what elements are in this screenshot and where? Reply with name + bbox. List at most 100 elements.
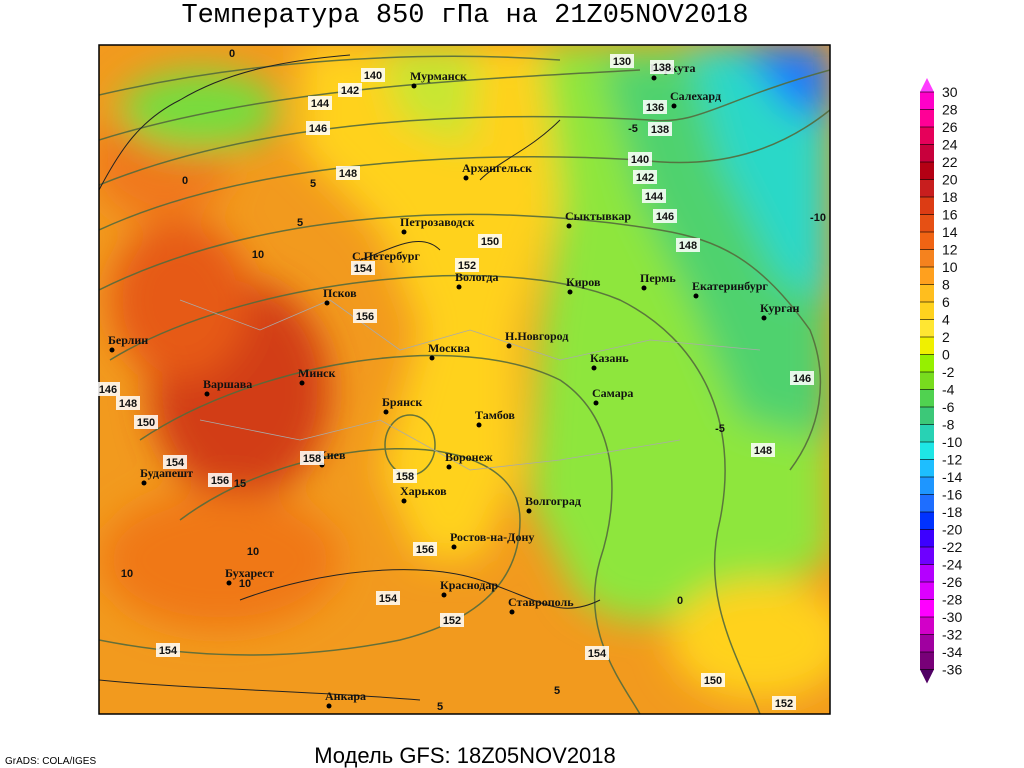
- city-dot: [506, 343, 512, 349]
- contour-label: 152: [775, 698, 793, 710]
- city-label: Воронеж: [445, 450, 493, 464]
- colorbar-tick-label: -26: [942, 574, 962, 590]
- colorbar-bin: [920, 249, 934, 267]
- contour-label: 154: [166, 457, 185, 469]
- contour-label: 154: [588, 648, 607, 660]
- city-dot: [566, 223, 572, 229]
- contour-label-box: [393, 469, 417, 483]
- colorbar-bin: [920, 599, 934, 617]
- colorbar-bin: [920, 337, 934, 355]
- isotherm-label: -5: [715, 423, 725, 435]
- contour-label: 138: [651, 124, 669, 136]
- city-dot: [429, 355, 435, 361]
- contour-label-layer: 1401421441461481501521541561581581561541…: [96, 48, 826, 713]
- colorbar-bin: [920, 92, 934, 110]
- city-dot: [591, 365, 597, 371]
- city-label: Минск: [298, 366, 335, 380]
- city-dot: [441, 592, 447, 598]
- contour-label-box: [701, 673, 725, 687]
- colorbar-tick-label: 4: [942, 312, 950, 328]
- city-dot: [671, 103, 677, 109]
- contour-label-box: [650, 60, 674, 74]
- colorbar-tick-label: -4: [942, 382, 955, 398]
- colorbar-bin: [920, 179, 934, 197]
- contour-label: 146: [793, 373, 811, 385]
- colorbar-bin: [920, 477, 934, 495]
- colorbar-bin: [920, 512, 934, 530]
- city-dot: [463, 175, 469, 181]
- contour-label-box: [156, 643, 180, 657]
- contour-label-box: [376, 591, 400, 605]
- contour-label-box: [628, 152, 652, 166]
- city-dot: [456, 284, 462, 290]
- contour-label-box: [478, 234, 502, 248]
- contour-label: 148: [754, 445, 772, 457]
- contour-label-box: [361, 68, 385, 82]
- isotherm-label: 10: [239, 578, 251, 590]
- colorbar-tick-label: -20: [942, 522, 962, 538]
- model-caption: Модель GFS: 18Z05NOV2018: [314, 743, 616, 768]
- city-label: Варшава: [203, 377, 252, 391]
- contour-label: 138: [653, 62, 671, 74]
- city-dot: [446, 464, 452, 470]
- city-label: Мурманск: [410, 69, 467, 83]
- colorbar-bin: [920, 494, 934, 512]
- city-label: Самара: [592, 386, 633, 400]
- city-dot: [324, 300, 330, 306]
- colorbar-tick-label: 28: [942, 102, 958, 118]
- colorbar-bottom-triangle: [920, 669, 934, 684]
- colorbar-tick-label: -8: [942, 417, 955, 433]
- city-label: Краснодар: [440, 578, 498, 592]
- map-frame: [98, 44, 831, 715]
- city-label: Будапешт: [140, 466, 193, 480]
- colorbar-bin: [920, 197, 934, 215]
- contour-label-box: [116, 396, 140, 410]
- colorbar-bin: [920, 162, 934, 180]
- colorbar-bin: [920, 529, 934, 547]
- isotherm-label: -5: [628, 123, 638, 135]
- contour-label: 140: [364, 70, 382, 82]
- city-label: Ставрополь: [508, 595, 574, 609]
- city-label: Брянск: [382, 395, 422, 409]
- colorbar-tick-label: -34: [942, 644, 962, 660]
- colorbar-bin: [920, 144, 934, 162]
- colorbar-bin: [920, 582, 934, 600]
- city-dot: [509, 609, 515, 615]
- city-label: Архангельск: [462, 161, 532, 175]
- city-dot: [641, 285, 647, 291]
- contour-label-box: [300, 451, 324, 465]
- colorbar-tick-label: 30: [942, 84, 958, 100]
- colorbar-top-triangle: [920, 78, 934, 92]
- city-dot: [476, 422, 482, 428]
- contour-label: 150: [704, 675, 722, 687]
- colorbar-tick-label: -12: [942, 452, 962, 468]
- contour-label-box: [336, 166, 360, 180]
- city-dot: [401, 498, 407, 504]
- city-dot: [401, 229, 407, 235]
- city-label: Тамбов: [475, 408, 515, 422]
- colorbar-tick-label: -6: [942, 399, 955, 415]
- isotherm-label: 15: [234, 478, 246, 490]
- city-label: Анкара: [325, 689, 366, 703]
- colorbar-tick-label: -32: [942, 627, 962, 643]
- city-label: Казань: [590, 351, 629, 365]
- contour-label-box: [308, 96, 332, 110]
- contour-label-box: [751, 443, 775, 457]
- contour-label-box: [96, 382, 120, 396]
- contour-label-box: [134, 415, 158, 429]
- colorbar-bin: [920, 459, 934, 477]
- colorbar: 302826242220181614121086420-2-4-6-8-10-1…: [920, 78, 962, 684]
- contour-label: 148: [679, 240, 697, 252]
- city-label: Киров: [566, 275, 601, 289]
- contour-label-box: [413, 542, 437, 556]
- colorbar-bin: [920, 319, 934, 337]
- contour-label: 136: [646, 102, 664, 114]
- colorbar-bin: [920, 232, 934, 250]
- city-dot: [651, 75, 657, 81]
- isotherm-label: 10: [121, 568, 133, 580]
- contour-label-box: [353, 309, 377, 323]
- colorbar-bin: [920, 372, 934, 390]
- colorbar-tick-label: -10: [942, 434, 962, 450]
- contour-label: 156: [416, 544, 434, 556]
- contour-label-box: [642, 189, 666, 203]
